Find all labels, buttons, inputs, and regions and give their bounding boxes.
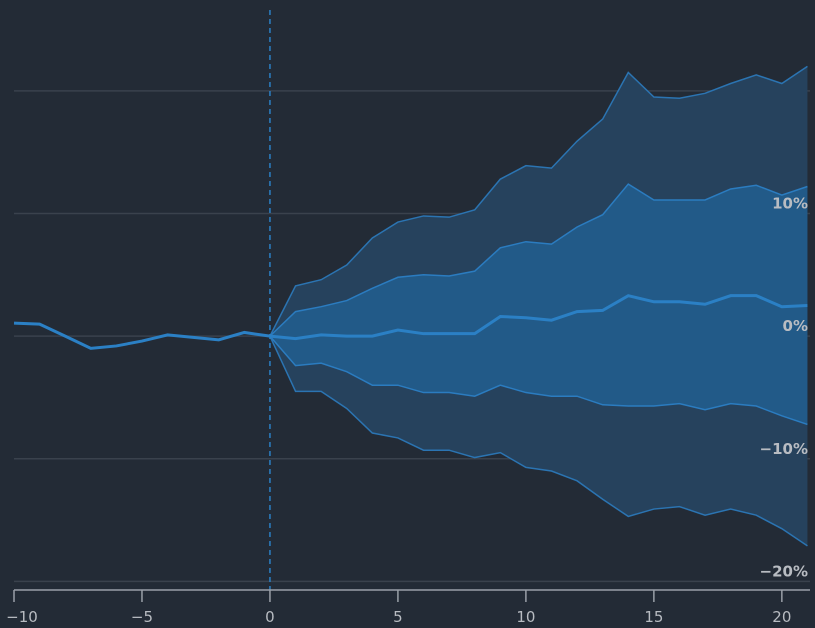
band-lower-line xyxy=(269,335,808,426)
x-tick-label: 10 xyxy=(516,608,535,626)
band-upper-line xyxy=(269,183,808,337)
x-tick-label: −10 xyxy=(6,608,38,626)
y-tick-label: 10% xyxy=(772,194,808,212)
x-tick-label: 0 xyxy=(265,608,275,626)
x-tick-label: −5 xyxy=(131,608,153,626)
x-tick-label: 15 xyxy=(644,608,663,626)
y-tick-label: 0% xyxy=(783,317,808,335)
median-line xyxy=(13,294,808,350)
y-tick-label: −20% xyxy=(760,562,808,580)
x-tick-label: 20 xyxy=(772,608,791,626)
x-tick-label: 5 xyxy=(393,608,403,626)
band-lower-line xyxy=(269,335,808,547)
band-fill xyxy=(269,184,808,425)
y-tick-label: −10% xyxy=(760,440,808,458)
band-upper-line xyxy=(269,65,808,337)
